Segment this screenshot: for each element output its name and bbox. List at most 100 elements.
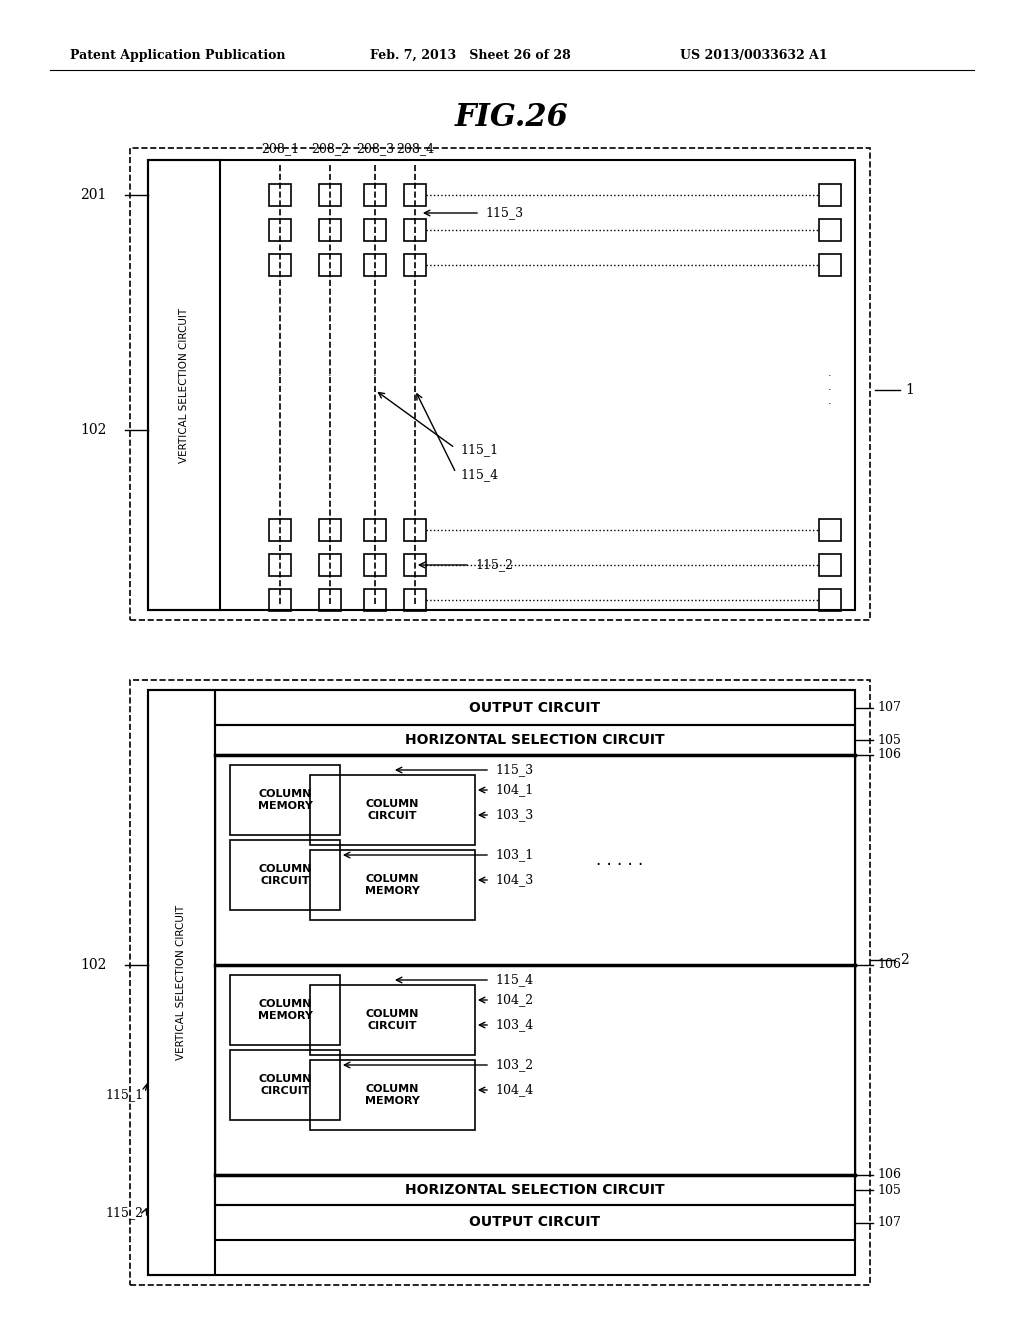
Bar <box>819 183 841 206</box>
Text: 115_4: 115_4 <box>460 469 498 482</box>
Bar <box>364 219 386 242</box>
Text: 106: 106 <box>877 748 901 762</box>
Text: 103_4: 103_4 <box>495 1019 534 1031</box>
Bar <box>215 755 855 965</box>
Bar <box>148 160 220 610</box>
Text: 115_4: 115_4 <box>495 974 534 986</box>
Text: 2: 2 <box>900 953 908 968</box>
Text: 208_2: 208_2 <box>311 143 349 154</box>
Bar <box>404 183 426 206</box>
Bar <box>819 219 841 242</box>
Text: COLUMN
MEMORY: COLUMN MEMORY <box>258 789 312 810</box>
Text: COLUMN
MEMORY: COLUMN MEMORY <box>258 999 312 1020</box>
Bar <box>319 554 341 576</box>
Bar <box>230 1049 340 1119</box>
Bar <box>215 1175 855 1205</box>
Bar <box>819 519 841 541</box>
Text: 115_2: 115_2 <box>475 558 513 572</box>
Bar <box>230 766 340 836</box>
Text: COLUMN
CIRCUIT: COLUMN CIRCUIT <box>366 799 419 821</box>
Bar <box>364 183 386 206</box>
Text: 104_4: 104_4 <box>495 1084 534 1097</box>
Bar <box>319 253 341 276</box>
Bar <box>819 253 841 276</box>
Bar <box>215 965 855 1175</box>
Text: US 2013/0033632 A1: US 2013/0033632 A1 <box>680 49 827 62</box>
Text: HORIZONTAL SELECTION CIRCUIT: HORIZONTAL SELECTION CIRCUIT <box>406 733 665 747</box>
Text: 208_1: 208_1 <box>261 143 299 154</box>
Bar <box>319 589 341 611</box>
Bar <box>215 690 855 725</box>
Text: 115_1: 115_1 <box>105 1089 143 1101</box>
Bar <box>269 219 291 242</box>
Text: FIG.26: FIG.26 <box>455 103 569 133</box>
Text: 201: 201 <box>80 187 106 202</box>
Bar <box>404 589 426 611</box>
Text: VERTICAL SELECTION CIRCUIT: VERTICAL SELECTION CIRCUIT <box>176 906 186 1060</box>
Bar <box>269 253 291 276</box>
Text: COLUMN
CIRCUIT: COLUMN CIRCUIT <box>258 1074 311 1096</box>
Text: 104_1: 104_1 <box>495 784 534 796</box>
Text: 104_2: 104_2 <box>495 994 534 1006</box>
Bar <box>215 725 855 755</box>
Bar <box>269 183 291 206</box>
Text: 115_2: 115_2 <box>105 1206 143 1220</box>
Bar <box>819 554 841 576</box>
Text: Feb. 7, 2013   Sheet 26 of 28: Feb. 7, 2013 Sheet 26 of 28 <box>370 49 570 62</box>
Text: 102: 102 <box>80 958 106 972</box>
Bar <box>148 690 855 1275</box>
Text: ·
·
·: · · · <box>373 371 377 409</box>
Bar <box>148 690 215 1275</box>
Text: 107: 107 <box>877 701 901 714</box>
Text: 103_2: 103_2 <box>495 1059 534 1072</box>
Text: 105: 105 <box>877 1184 901 1196</box>
Bar <box>310 985 475 1055</box>
Text: 106: 106 <box>877 1168 901 1181</box>
Bar <box>404 219 426 242</box>
Bar <box>319 219 341 242</box>
Bar <box>310 775 475 845</box>
Bar <box>310 1060 475 1130</box>
Bar <box>364 253 386 276</box>
Text: 115_3: 115_3 <box>495 763 534 776</box>
Text: 103_1: 103_1 <box>495 849 534 862</box>
Text: ·
·
·: · · · <box>414 371 417 409</box>
Text: COLUMN
CIRCUIT: COLUMN CIRCUIT <box>258 865 311 886</box>
Bar <box>230 840 340 909</box>
Text: . . . . .: . . . . . <box>596 851 644 869</box>
Text: COLUMN
MEMORY: COLUMN MEMORY <box>366 874 420 896</box>
Bar <box>230 975 340 1045</box>
Text: Patent Application Publication: Patent Application Publication <box>70 49 286 62</box>
Bar <box>310 850 475 920</box>
Text: HORIZONTAL SELECTION CIRCUIT: HORIZONTAL SELECTION CIRCUIT <box>406 1183 665 1197</box>
Text: COLUMN
MEMORY: COLUMN MEMORY <box>366 1084 420 1106</box>
Text: 102: 102 <box>80 422 106 437</box>
Bar <box>404 519 426 541</box>
Bar <box>819 589 841 611</box>
Text: 1: 1 <box>905 383 913 397</box>
Bar <box>319 183 341 206</box>
Text: 105: 105 <box>877 734 901 747</box>
Bar <box>269 519 291 541</box>
Text: 106: 106 <box>877 958 901 972</box>
Bar <box>404 554 426 576</box>
Text: 208_3: 208_3 <box>356 143 394 154</box>
Bar <box>148 160 855 610</box>
Bar <box>319 519 341 541</box>
Bar <box>364 589 386 611</box>
Text: 103_3: 103_3 <box>495 808 534 821</box>
Bar <box>364 554 386 576</box>
Text: 104_3: 104_3 <box>495 874 534 887</box>
Text: OUTPUT CIRCUIT: OUTPUT CIRCUIT <box>469 701 600 714</box>
Text: COLUMN
CIRCUIT: COLUMN CIRCUIT <box>366 1010 419 1031</box>
Text: ·
·
·: · · · <box>279 371 282 409</box>
Text: 107: 107 <box>877 1216 901 1229</box>
Text: 115_1: 115_1 <box>460 444 498 457</box>
Bar <box>404 253 426 276</box>
Text: 208_4: 208_4 <box>396 143 434 154</box>
Text: ·
·
·: · · · <box>828 371 831 409</box>
Bar <box>215 1205 855 1239</box>
Text: 115_3: 115_3 <box>485 206 523 219</box>
Bar <box>269 554 291 576</box>
Bar <box>269 589 291 611</box>
